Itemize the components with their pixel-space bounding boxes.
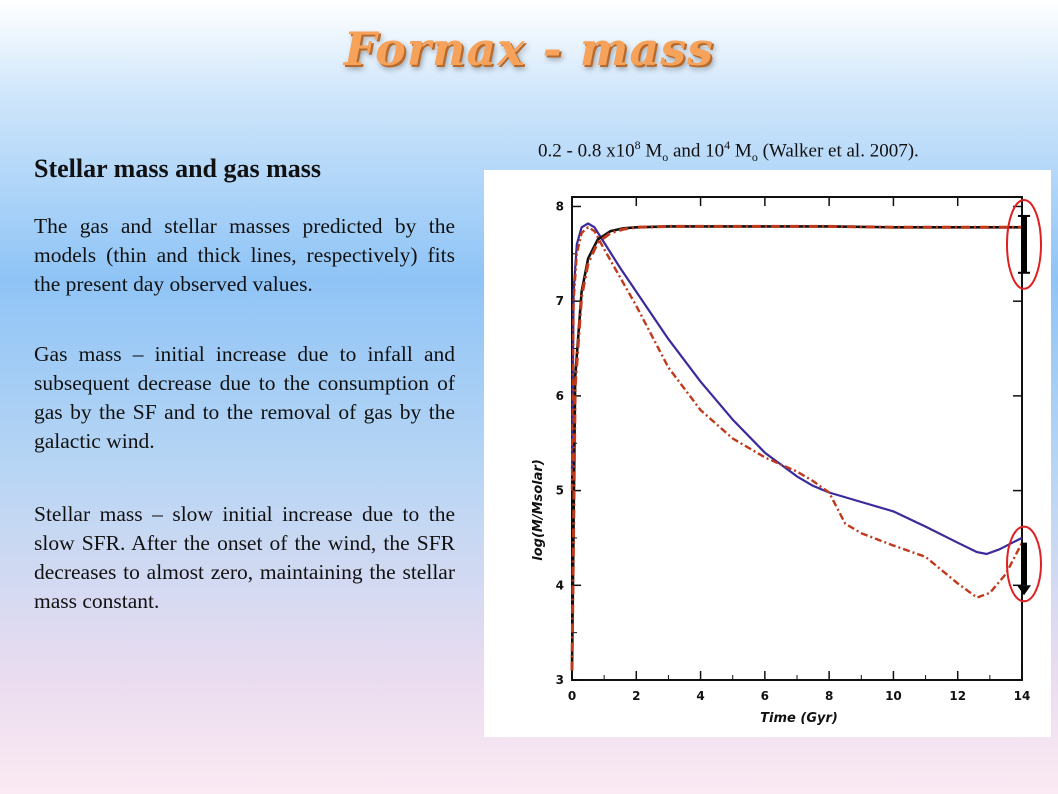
section-subtitle: Stellar mass and gas mass [34,154,322,183]
series-line-1 [570,224,1022,671]
ref-text-3: and 10 [668,140,725,162]
series-line-3 [570,226,1024,599]
ref-exponent-2: 4 [724,138,731,152]
y-tick-label: 7 [556,294,564,308]
observed-range-ellipse [1006,198,1042,290]
chart-axes: 0 2 4 6 8 10 12 14 3 4 5 6 7 8 [556,196,1031,703]
x-tick-label: 6 [761,689,769,703]
chart-panel: 0 2 4 6 8 10 12 14 3 4 5 6 7 8 Time (Gyr) log(M/Msola… [484,170,1051,737]
x-tick-label: 14 [1014,689,1031,703]
x-tick-label: 12 [949,689,966,703]
ref-subscript-1: o [662,150,669,165]
plot-frame [571,196,1023,681]
paragraph-stellar-mass: Stellar mass – slow initial increase due… [34,502,455,613]
observed-values-reference: 0.2 - 0.8 x108 Mo and 104 Mo (Walker et … [538,138,919,165]
y-tick-label: 6 [556,389,564,403]
chart-series [570,222,1024,671]
ref-exponent-1: 8 [634,138,641,152]
x-tick-label: 2 [632,689,640,703]
y-tick-label: 8 [556,199,564,213]
ref-text-2: M [640,140,663,162]
y-tick-label: 4 [556,578,564,592]
ref-subscript-2: o [751,150,758,165]
chart-observed-markers [1006,198,1042,603]
y-axis-label: log(M/Msolar) [531,459,546,561]
x-tick-label: 4 [696,689,704,703]
x-tick-label: 10 [885,689,902,703]
y-tick-label: 3 [556,673,564,687]
x-axis-label: Time (Gyr) [760,711,838,726]
series-line-2 [570,222,1023,556]
observed-range-ellipse [1006,525,1042,603]
upper-limit-arrow-icon [1017,585,1031,596]
ref-text-4: M [730,140,752,162]
x-tick-label: 0 [568,689,576,703]
mass-evolution-chart: 0 2 4 6 8 10 12 14 3 4 5 6 7 8 Time (Gyr) log(M/Msola… [531,196,1042,726]
series-line-0 [570,225,1022,671]
ref-text-1: 0.2 - 0.8 x10 [538,140,635,162]
paragraph-gas-mass: Gas mass – initial increase due to infal… [34,342,455,453]
x-tick-label: 8 [825,689,833,703]
slide-title: Fornax - mass [343,22,715,76]
y-tick-label: 5 [556,484,564,498]
paragraph-models-fit: The gas and stellar masses predicted by … [34,214,455,296]
ref-text-5: (Walker et al. 2007). [757,140,919,162]
